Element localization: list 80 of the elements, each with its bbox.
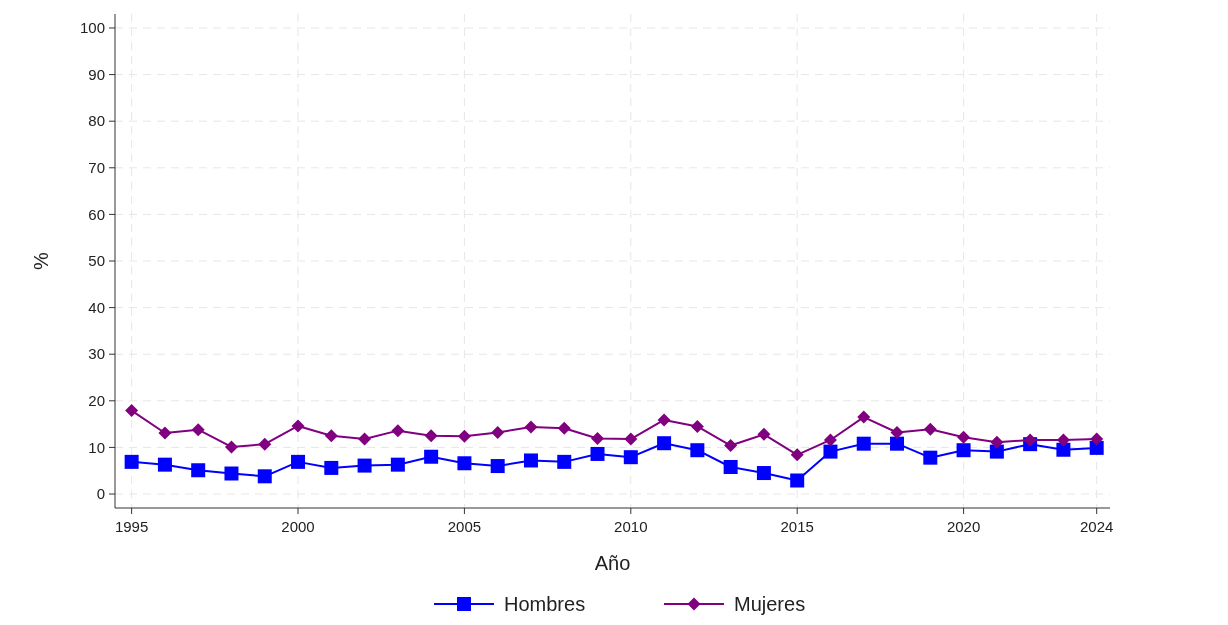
point [757,427,771,441]
point [823,433,837,447]
point [390,457,405,472]
x-tick-label: 1995 [114,518,149,535]
legend-label: Mujeres [734,593,806,615]
legend-label: Hombres [504,593,586,615]
point [557,454,572,469]
point [590,446,605,461]
point [624,432,638,446]
point [956,443,971,458]
y-tick-label: 80 [88,112,105,130]
point [324,460,339,475]
x-tick-label: 2015 [780,518,814,535]
y-tick-label: 50 [88,252,105,270]
point [491,426,505,439]
x-axis-title: Año [594,552,631,574]
point [258,437,272,451]
point [790,473,805,488]
point [1056,442,1071,457]
point [1023,433,1037,447]
point [224,466,239,481]
x-tick-label: 2000 [281,518,315,535]
point [291,419,305,433]
point [125,404,139,418]
point [790,448,804,462]
x-tick-label: 2020 [946,518,981,535]
point [457,429,471,443]
x-tick-label: 2024 [1080,518,1114,535]
y-tick-label: 30 [88,345,105,363]
x-tick-label: 2005 [447,518,482,535]
point [890,426,904,439]
point [391,424,405,438]
point [157,457,172,472]
y-tick-label: 70 [88,159,105,177]
point [358,432,372,446]
point [657,413,671,427]
point [424,429,438,443]
point [557,421,571,435]
point [890,436,905,451]
point [690,443,705,458]
point [690,419,704,433]
point [324,429,338,443]
point [724,439,738,453]
point [989,444,1004,459]
point [357,458,372,473]
point [158,426,172,440]
y-tick-label: 40 [88,298,105,316]
point [191,423,205,437]
point [990,435,1004,449]
y-axis-title: % [30,251,52,270]
y-tick-label: 20 [88,392,105,410]
point [856,436,871,451]
y-tick-label: 90 [88,65,105,83]
point [723,459,738,474]
point [857,410,871,424]
y-tick-label: 10 [88,438,105,456]
point [623,450,638,465]
point [1056,433,1070,447]
point [1090,432,1104,446]
point [424,449,439,464]
point [124,454,139,469]
point [591,432,605,446]
point [524,420,538,434]
point [224,440,238,454]
y-tick-label: 60 [88,205,105,223]
point [756,466,771,481]
y-tick-label: 100 [79,19,105,37]
point [923,450,938,465]
point [490,459,505,474]
point [957,430,971,444]
x-tick-label: 2010 [614,518,648,535]
point [191,463,206,478]
point [291,454,306,469]
point [523,453,538,468]
point [823,444,838,459]
y-tick-label: 0 [96,485,105,503]
point [257,469,272,484]
point [457,456,472,471]
point [657,436,672,451]
point [923,422,937,436]
